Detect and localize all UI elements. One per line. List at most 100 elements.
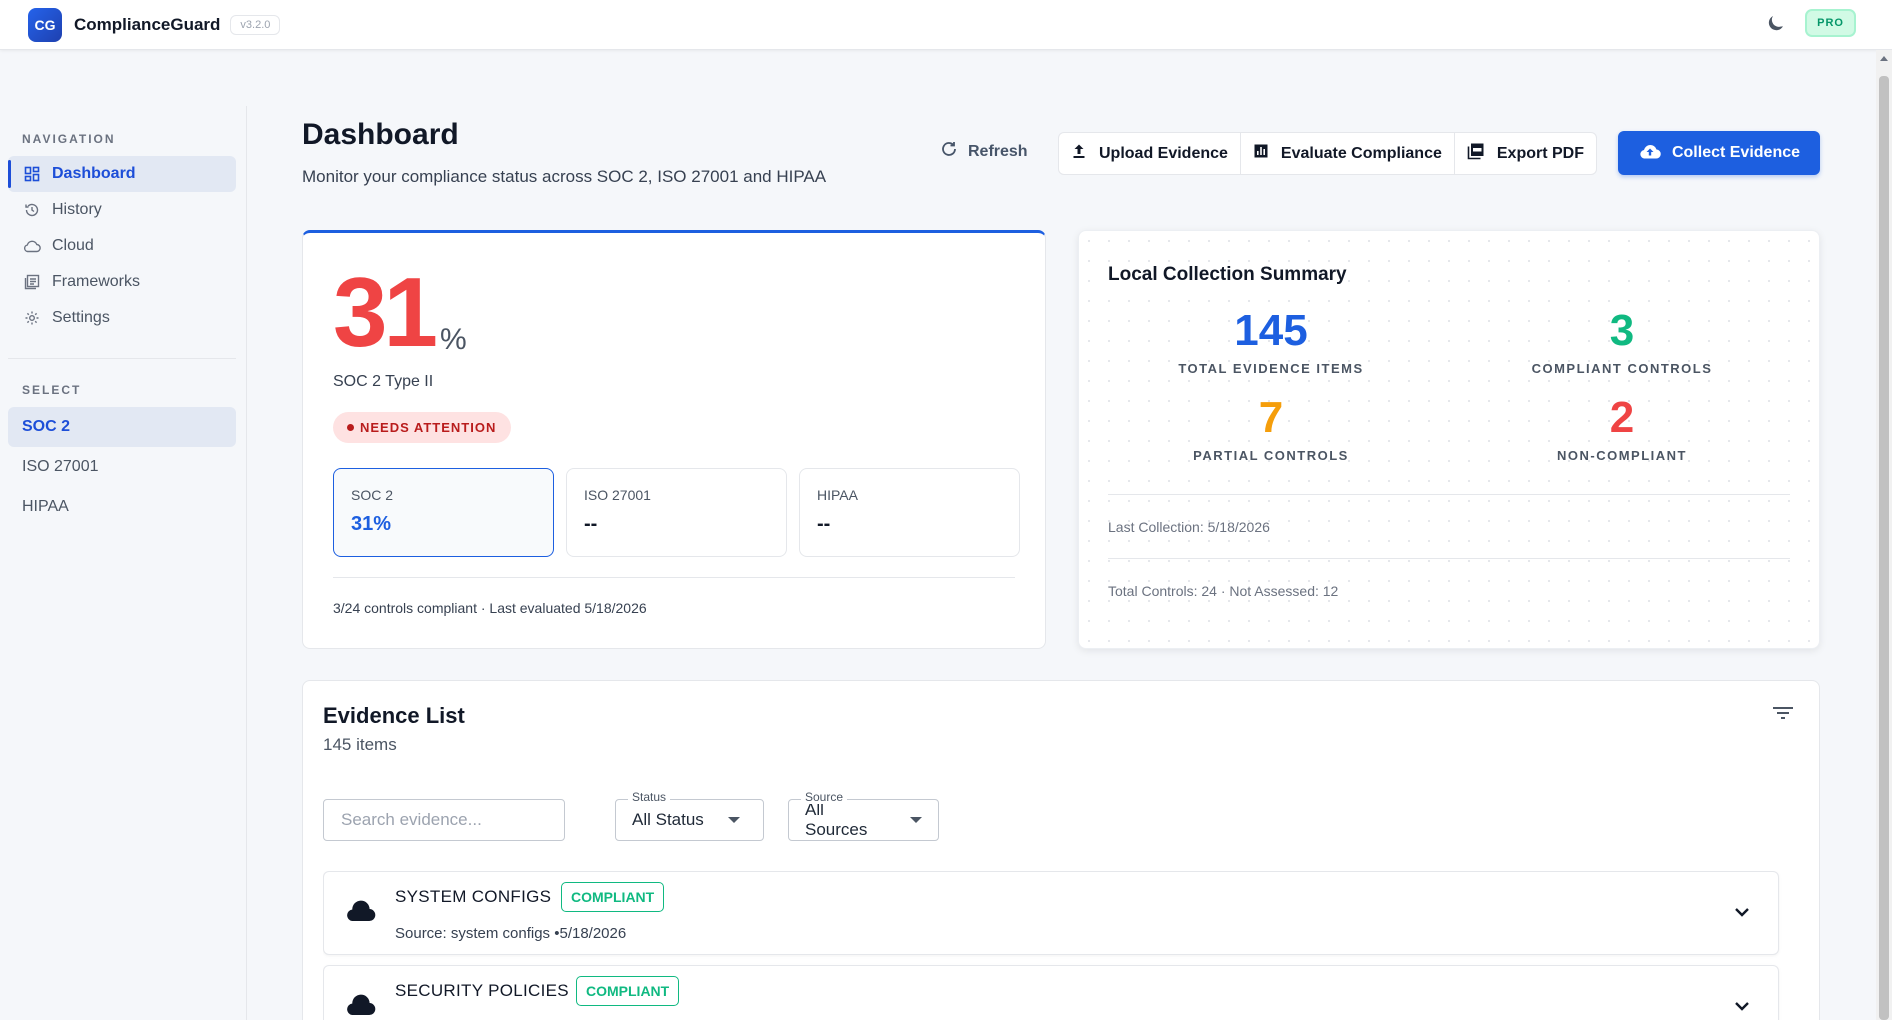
- tab-soc2[interactable]: SOC 2 31%: [333, 468, 554, 557]
- sidebar-item-label: Frameworks: [52, 273, 141, 290]
- page-title: Dashboard: [302, 118, 459, 151]
- cloud-upload-icon: [1638, 142, 1662, 165]
- upload-evidence-button[interactable]: Upload Evidence: [1059, 133, 1241, 174]
- sidebar-item-label: Cloud: [52, 237, 94, 254]
- evidence-source: Source: system configs •5/18/2026: [395, 925, 627, 942]
- score-value: 31: [333, 257, 438, 367]
- refresh-icon: [940, 140, 958, 163]
- score-footer: 3/24 controls compliant · Last evaluated…: [333, 600, 647, 616]
- evidence-title: Evidence List: [323, 703, 465, 728]
- top-bar: CG ComplianceGuard v3.2.0 PRO: [0, 0, 1892, 50]
- collect-evidence-button[interactable]: Collect Evidence: [1618, 131, 1820, 175]
- chevron-down-icon[interactable]: [1732, 902, 1752, 922]
- plan-badge: PRO: [1805, 9, 1856, 37]
- cloud-icon: [22, 236, 42, 256]
- framework-tabs: SOC 2 31% ISO 27001 -- HIPAA --: [333, 468, 1020, 557]
- status-select[interactable]: Status All Status: [615, 790, 764, 841]
- stat-compliant-controls: 3 COMPLIANT CONTROLS: [1472, 306, 1772, 377]
- chevron-down-icon: [727, 817, 740, 823]
- refresh-label: Refresh: [968, 142, 1028, 160]
- stat-label: NON-COMPLIANT: [1557, 448, 1687, 463]
- status-select-label: Status: [628, 790, 671, 804]
- history-icon: [22, 200, 42, 220]
- stat-label: COMPLIANT CONTROLS: [1531, 361, 1713, 376]
- pdf-icon: [1467, 142, 1485, 165]
- status-label: NEEDS ATTENTION: [360, 420, 497, 435]
- stat-label: TOTAL EVIDENCE ITEMS: [1178, 361, 1364, 376]
- score-divider: [333, 577, 1015, 578]
- local-collection-summary-card: Local Collection Summary 145 TOTAL EVIDE…: [1078, 230, 1820, 649]
- evidence-name: SYSTEM CONFIGS: [395, 887, 552, 906]
- export-pdf-button[interactable]: Export PDF: [1455, 133, 1596, 174]
- app-name: ComplianceGuard: [74, 14, 221, 34]
- page-scrollbar-thumb[interactable]: [1879, 76, 1889, 1020]
- moon-icon[interactable]: [1765, 12, 1787, 34]
- source-select-value: All Sources: [805, 800, 868, 839]
- stat-label: PARTIAL CONTROLS: [1193, 448, 1349, 463]
- evaluate-compliance-button[interactable]: Evaluate Compliance: [1241, 133, 1455, 174]
- evidence-list: SYSTEM CONFIGS COMPLIANT Source: system …: [323, 871, 1797, 1020]
- evaluate-compliance-label: Evaluate Compliance: [1280, 144, 1442, 162]
- select-item-hipaa[interactable]: HIPAA: [22, 498, 69, 515]
- tab-value: --: [584, 513, 598, 535]
- gear-icon: [22, 308, 42, 328]
- status-select-value: All Status: [632, 810, 704, 829]
- action-button-group: Upload Evidence Evaluate Compliance Expo…: [1058, 132, 1597, 175]
- tab-value: 31%: [351, 513, 392, 535]
- stat-non-compliant: 2 NON-COMPLIANT: [1472, 393, 1772, 464]
- source-select[interactable]: Source All Sources: [788, 790, 939, 841]
- sidebar-item-frameworks[interactable]: Frameworks: [8, 264, 236, 300]
- select-item-iso27001[interactable]: ISO 27001: [22, 458, 99, 475]
- nav-heading: NAVIGATION: [22, 132, 116, 146]
- sidebar-item-cloud[interactable]: Cloud: [8, 228, 236, 264]
- select-heading: SELECT: [22, 383, 82, 397]
- export-pdf-label: Export PDF: [1496, 144, 1584, 162]
- list-item[interactable]: SYSTEM CONFIGS COMPLIANT Source: system …: [323, 871, 1779, 955]
- refresh-button[interactable]: Refresh: [940, 140, 1028, 163]
- app-logo: CG: [28, 7, 62, 42]
- sidebar-divider: [8, 358, 236, 359]
- last-collection: Last Collection: 5/18/2026: [1108, 519, 1270, 535]
- upload-evidence-label: Upload Evidence: [1099, 144, 1228, 162]
- chevron-down-icon[interactable]: [1732, 996, 1752, 1016]
- page-scrollbar[interactable]: [1876, 50, 1892, 1020]
- source-select-label: Source: [801, 790, 848, 804]
- status-dot: [347, 424, 354, 431]
- tab-hipaa[interactable]: HIPAA --: [799, 468, 1020, 557]
- upload-icon: [1071, 143, 1087, 164]
- tab-name: ISO 27001: [584, 487, 651, 503]
- chevron-down-icon: [910, 817, 922, 823]
- tab-iso27001[interactable]: ISO 27001 --: [566, 468, 787, 557]
- stat-value: 7: [1258, 393, 1284, 442]
- tab-name: SOC 2: [351, 487, 394, 503]
- stat-value: 2: [1609, 393, 1635, 442]
- sidebar-item-dashboard[interactable]: Dashboard: [8, 156, 236, 192]
- compliance-badge: COMPLIANT: [576, 976, 680, 1006]
- evidence-list-card: Evidence List 145 items Status All Statu…: [302, 680, 1820, 1020]
- summary-divider: [1108, 558, 1790, 559]
- filter-icon[interactable]: [1771, 701, 1795, 725]
- sidebar: NAVIGATION Dashboard History Cloud Frame…: [0, 106, 247, 1020]
- sidebar-item-history[interactable]: History: [8, 192, 236, 228]
- scroll-up-icon[interactable]: [1880, 56, 1888, 61]
- summary-divider: [1108, 494, 1790, 495]
- list-item[interactable]: SECURITY POLICIES COMPLIANT: [323, 965, 1779, 1020]
- stat-total-evidence: 145 TOTAL EVIDENCE ITEMS: [1121, 306, 1421, 377]
- collect-evidence-label: Collect Evidence: [1671, 144, 1801, 161]
- evidence-name: SECURITY POLICIES: [395, 981, 569, 1000]
- search-input[interactable]: [323, 799, 565, 841]
- score-unit: %: [440, 323, 467, 356]
- compliance-score-card: 31 % SOC 2 Type II NEEDS ATTENTION SOC 2…: [302, 230, 1046, 649]
- stat-value: 145: [1234, 306, 1308, 355]
- tab-value: --: [817, 513, 831, 535]
- status-badge: NEEDS ATTENTION: [333, 412, 512, 443]
- select-item-soc2[interactable]: SOC 2: [8, 407, 236, 447]
- tab-name: HIPAA: [817, 487, 858, 503]
- score-framework: SOC 2 Type II: [333, 373, 434, 390]
- version-badge: v3.2.0: [230, 14, 281, 35]
- sidebar-item-settings[interactable]: Settings: [8, 300, 236, 336]
- stat-value: 3: [1609, 306, 1635, 355]
- grid-icon: [22, 164, 42, 184]
- compliance-badge: COMPLIANT: [561, 882, 665, 912]
- sidebar-item-label: Dashboard: [52, 165, 136, 182]
